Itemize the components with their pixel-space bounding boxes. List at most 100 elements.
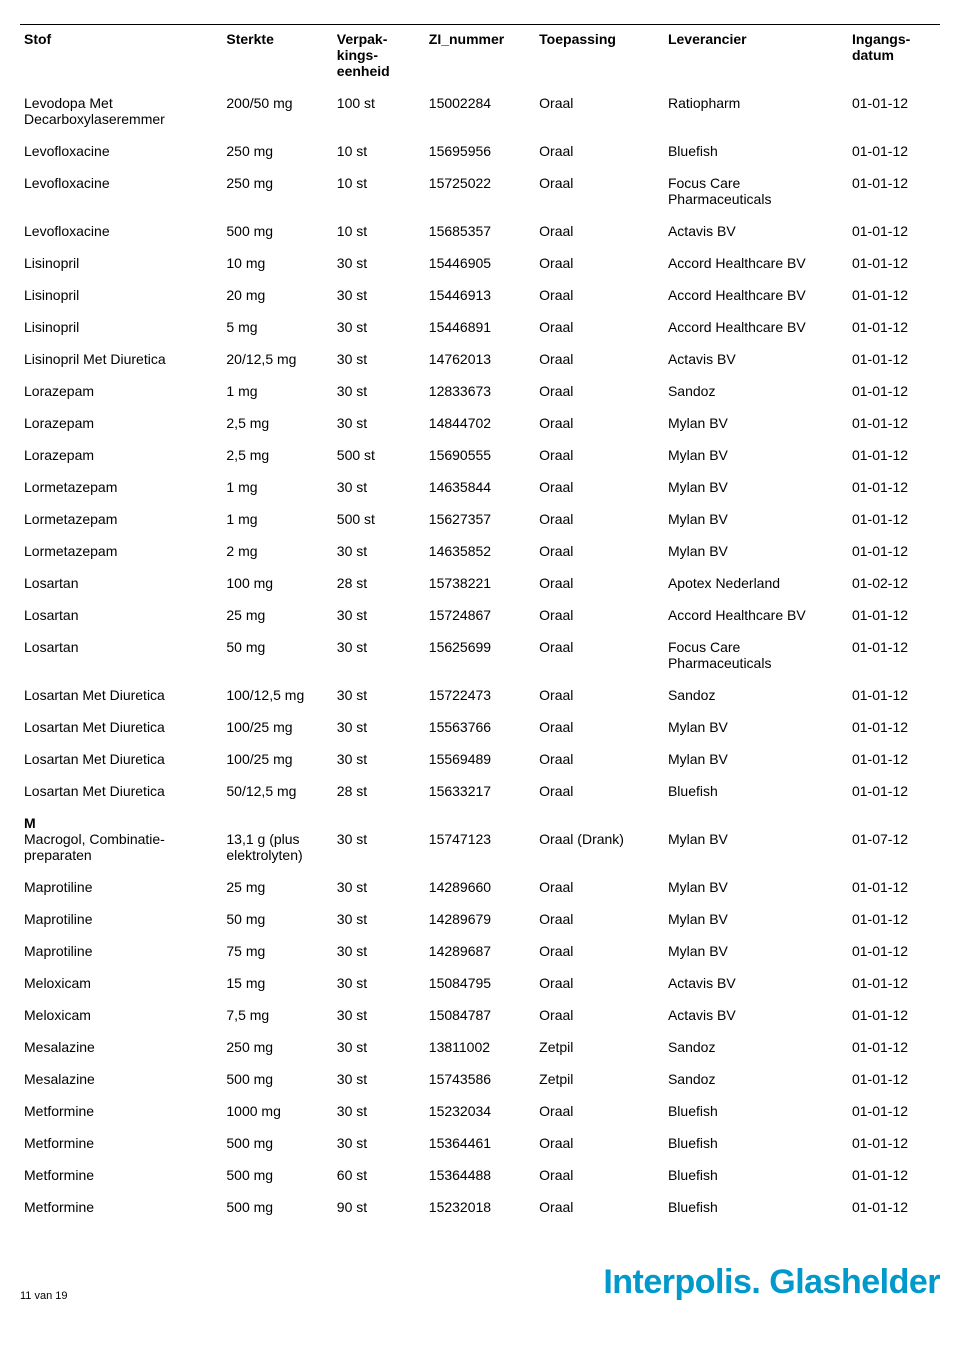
cell-sterkte: 100/12,5 mg bbox=[222, 679, 332, 711]
cell-zi: 15446891 bbox=[425, 311, 535, 343]
cell-datum: 01-01-12 bbox=[848, 503, 940, 535]
cell-stof: Levofloxacine bbox=[20, 215, 222, 247]
cell-leverancier: Bluefish bbox=[664, 1095, 848, 1127]
cell-datum: 01-01-12 bbox=[848, 215, 940, 247]
cell-zi: 14844702 bbox=[425, 407, 535, 439]
cell-sterkte: 15 mg bbox=[222, 967, 332, 999]
cell-sterkte: 25 mg bbox=[222, 599, 332, 631]
cell-toepassing: Oraal bbox=[535, 999, 664, 1031]
cell-sterkte: 50/12,5 mg bbox=[222, 775, 332, 807]
cell-stof: Lormetazepam bbox=[20, 535, 222, 567]
cell-verp: 30 st bbox=[333, 967, 425, 999]
cell-stof: Levodopa MetDecarboxylaseremmer bbox=[20, 87, 222, 135]
table-row: Levofloxacine250 mg10 st15725022OraalFoc… bbox=[20, 167, 940, 215]
cell-sterkte: 100/25 mg bbox=[222, 743, 332, 775]
cell-verp: 30 st bbox=[333, 1127, 425, 1159]
cell-zi: 15446913 bbox=[425, 279, 535, 311]
cell-sterkte: 250 mg bbox=[222, 1031, 332, 1063]
cell-datum: 01-01-12 bbox=[848, 439, 940, 471]
cell-sterkte: 20 mg bbox=[222, 279, 332, 311]
cell-leverancier: Mylan BV bbox=[664, 407, 848, 439]
cell-sterkte: 1 mg bbox=[222, 503, 332, 535]
cell-zi: 15695956 bbox=[425, 135, 535, 167]
cell-datum: 01-01-12 bbox=[848, 999, 940, 1031]
cell-stof: Maprotiline bbox=[20, 871, 222, 903]
cell-sterkte: 50 mg bbox=[222, 631, 332, 679]
cell-datum: 01-01-12 bbox=[848, 679, 940, 711]
table-row: Metformine500 mg90 st15232018OraalBluefi… bbox=[20, 1191, 940, 1223]
cell-toepassing: Oraal bbox=[535, 87, 664, 135]
cell-sterkte: 2 mg bbox=[222, 535, 332, 567]
cell-toepassing: Oraal bbox=[535, 439, 664, 471]
cell-sterkte: 75 mg bbox=[222, 935, 332, 967]
cell-verp: 30 st bbox=[333, 711, 425, 743]
table-row: Lormetazepam1 mg500 st15627357OraalMylan… bbox=[20, 503, 940, 535]
cell-stof: Levofloxacine bbox=[20, 167, 222, 215]
table-row: Lormetazepam2 mg30 st14635852OraalMylan … bbox=[20, 535, 940, 567]
table-body: Levodopa MetDecarboxylaseremmer200/50 mg… bbox=[20, 87, 940, 1223]
cell-verp: 500 st bbox=[333, 503, 425, 535]
cell-verp: 30 st bbox=[333, 831, 425, 871]
page-number: 11 van 19 bbox=[20, 1290, 68, 1302]
cell-stof: Mesalazine bbox=[20, 1031, 222, 1063]
table-header: Stof Sterkte Verpak-kings-eenheid ZI_num… bbox=[20, 25, 940, 88]
cell-toepassing: Oraal bbox=[535, 535, 664, 567]
table-row: Losartan50 mg30 st15625699OraalFocus Car… bbox=[20, 631, 940, 679]
cell-zi: 15633217 bbox=[425, 775, 535, 807]
cell-sterkte: 1 mg bbox=[222, 375, 332, 407]
cell-sterkte: 500 mg bbox=[222, 1127, 332, 1159]
brand-tagline: Interpolis. Glashelder bbox=[603, 1263, 940, 1302]
cell-datum: 01-01-12 bbox=[848, 935, 940, 967]
cell-toepassing: Oraal bbox=[535, 1095, 664, 1127]
cell-datum: 01-01-12 bbox=[848, 1127, 940, 1159]
cell-stof: Lormetazepam bbox=[20, 503, 222, 535]
cell-toepassing: Oraal bbox=[535, 215, 664, 247]
cell-zi: 15747123 bbox=[425, 831, 535, 871]
col-header-toepassing: Toepassing bbox=[535, 25, 664, 88]
cell-leverancier: Actavis BV bbox=[664, 215, 848, 247]
table-row: Losartan Met Diuretica100/25 mg30 st1556… bbox=[20, 711, 940, 743]
table-row: Metformine500 mg30 st15364461OraalBluefi… bbox=[20, 1127, 940, 1159]
cell-toepassing: Oraal bbox=[535, 903, 664, 935]
footer: 11 van 19 Interpolis. Glashelder bbox=[20, 1263, 940, 1302]
cell-leverancier: Actavis BV bbox=[664, 999, 848, 1031]
cell-verp: 30 st bbox=[333, 1031, 425, 1063]
cell-verp: 10 st bbox=[333, 215, 425, 247]
cell-sterkte: 7,5 mg bbox=[222, 999, 332, 1031]
table-row: Lisinopril10 mg30 st15446905OraalAccord … bbox=[20, 247, 940, 279]
table-row: Lorazepam1 mg30 st12833673OraalSandoz01-… bbox=[20, 375, 940, 407]
cell-toepassing: Oraal bbox=[535, 247, 664, 279]
cell-toepassing: Oraal (Drank) bbox=[535, 831, 664, 871]
cell-toepassing: Oraal bbox=[535, 1159, 664, 1191]
cell-zi: 15232034 bbox=[425, 1095, 535, 1127]
cell-datum: 01-01-12 bbox=[848, 1159, 940, 1191]
cell-leverancier: Bluefish bbox=[664, 1127, 848, 1159]
cell-toepassing: Zetpil bbox=[535, 1063, 664, 1095]
cell-datum: 01-01-12 bbox=[848, 279, 940, 311]
cell-verp: 30 st bbox=[333, 279, 425, 311]
cell-zi: 15743586 bbox=[425, 1063, 535, 1095]
cell-toepassing: Oraal bbox=[535, 599, 664, 631]
medication-table: Stof Sterkte Verpak-kings-eenheid ZI_num… bbox=[20, 24, 940, 1223]
cell-datum: 01-01-12 bbox=[848, 87, 940, 135]
cell-sterkte: 500 mg bbox=[222, 1159, 332, 1191]
cell-verp: 90 st bbox=[333, 1191, 425, 1223]
cell-zi: 15722473 bbox=[425, 679, 535, 711]
cell-sterkte: 1000 mg bbox=[222, 1095, 332, 1127]
cell-datum: 01-01-12 bbox=[848, 471, 940, 503]
cell-verp: 60 st bbox=[333, 1159, 425, 1191]
cell-stof: Lorazepam bbox=[20, 375, 222, 407]
table-row: Metformine1000 mg30 st15232034OraalBluef… bbox=[20, 1095, 940, 1127]
col-header-zi: ZI_nummer bbox=[425, 25, 535, 88]
cell-stof: Lisinopril Met Diuretica bbox=[20, 343, 222, 375]
cell-zi: 14289679 bbox=[425, 903, 535, 935]
cell-leverancier: Actavis BV bbox=[664, 967, 848, 999]
table-row: Meloxicam15 mg30 st15084795OraalActavis … bbox=[20, 967, 940, 999]
cell-zi: 15446905 bbox=[425, 247, 535, 279]
table-row: M bbox=[20, 807, 940, 831]
cell-leverancier: Bluefish bbox=[664, 775, 848, 807]
cell-zi: 14635844 bbox=[425, 471, 535, 503]
cell-leverancier: Mylan BV bbox=[664, 535, 848, 567]
cell-toepassing: Oraal bbox=[535, 871, 664, 903]
cell-zi: 15364488 bbox=[425, 1159, 535, 1191]
